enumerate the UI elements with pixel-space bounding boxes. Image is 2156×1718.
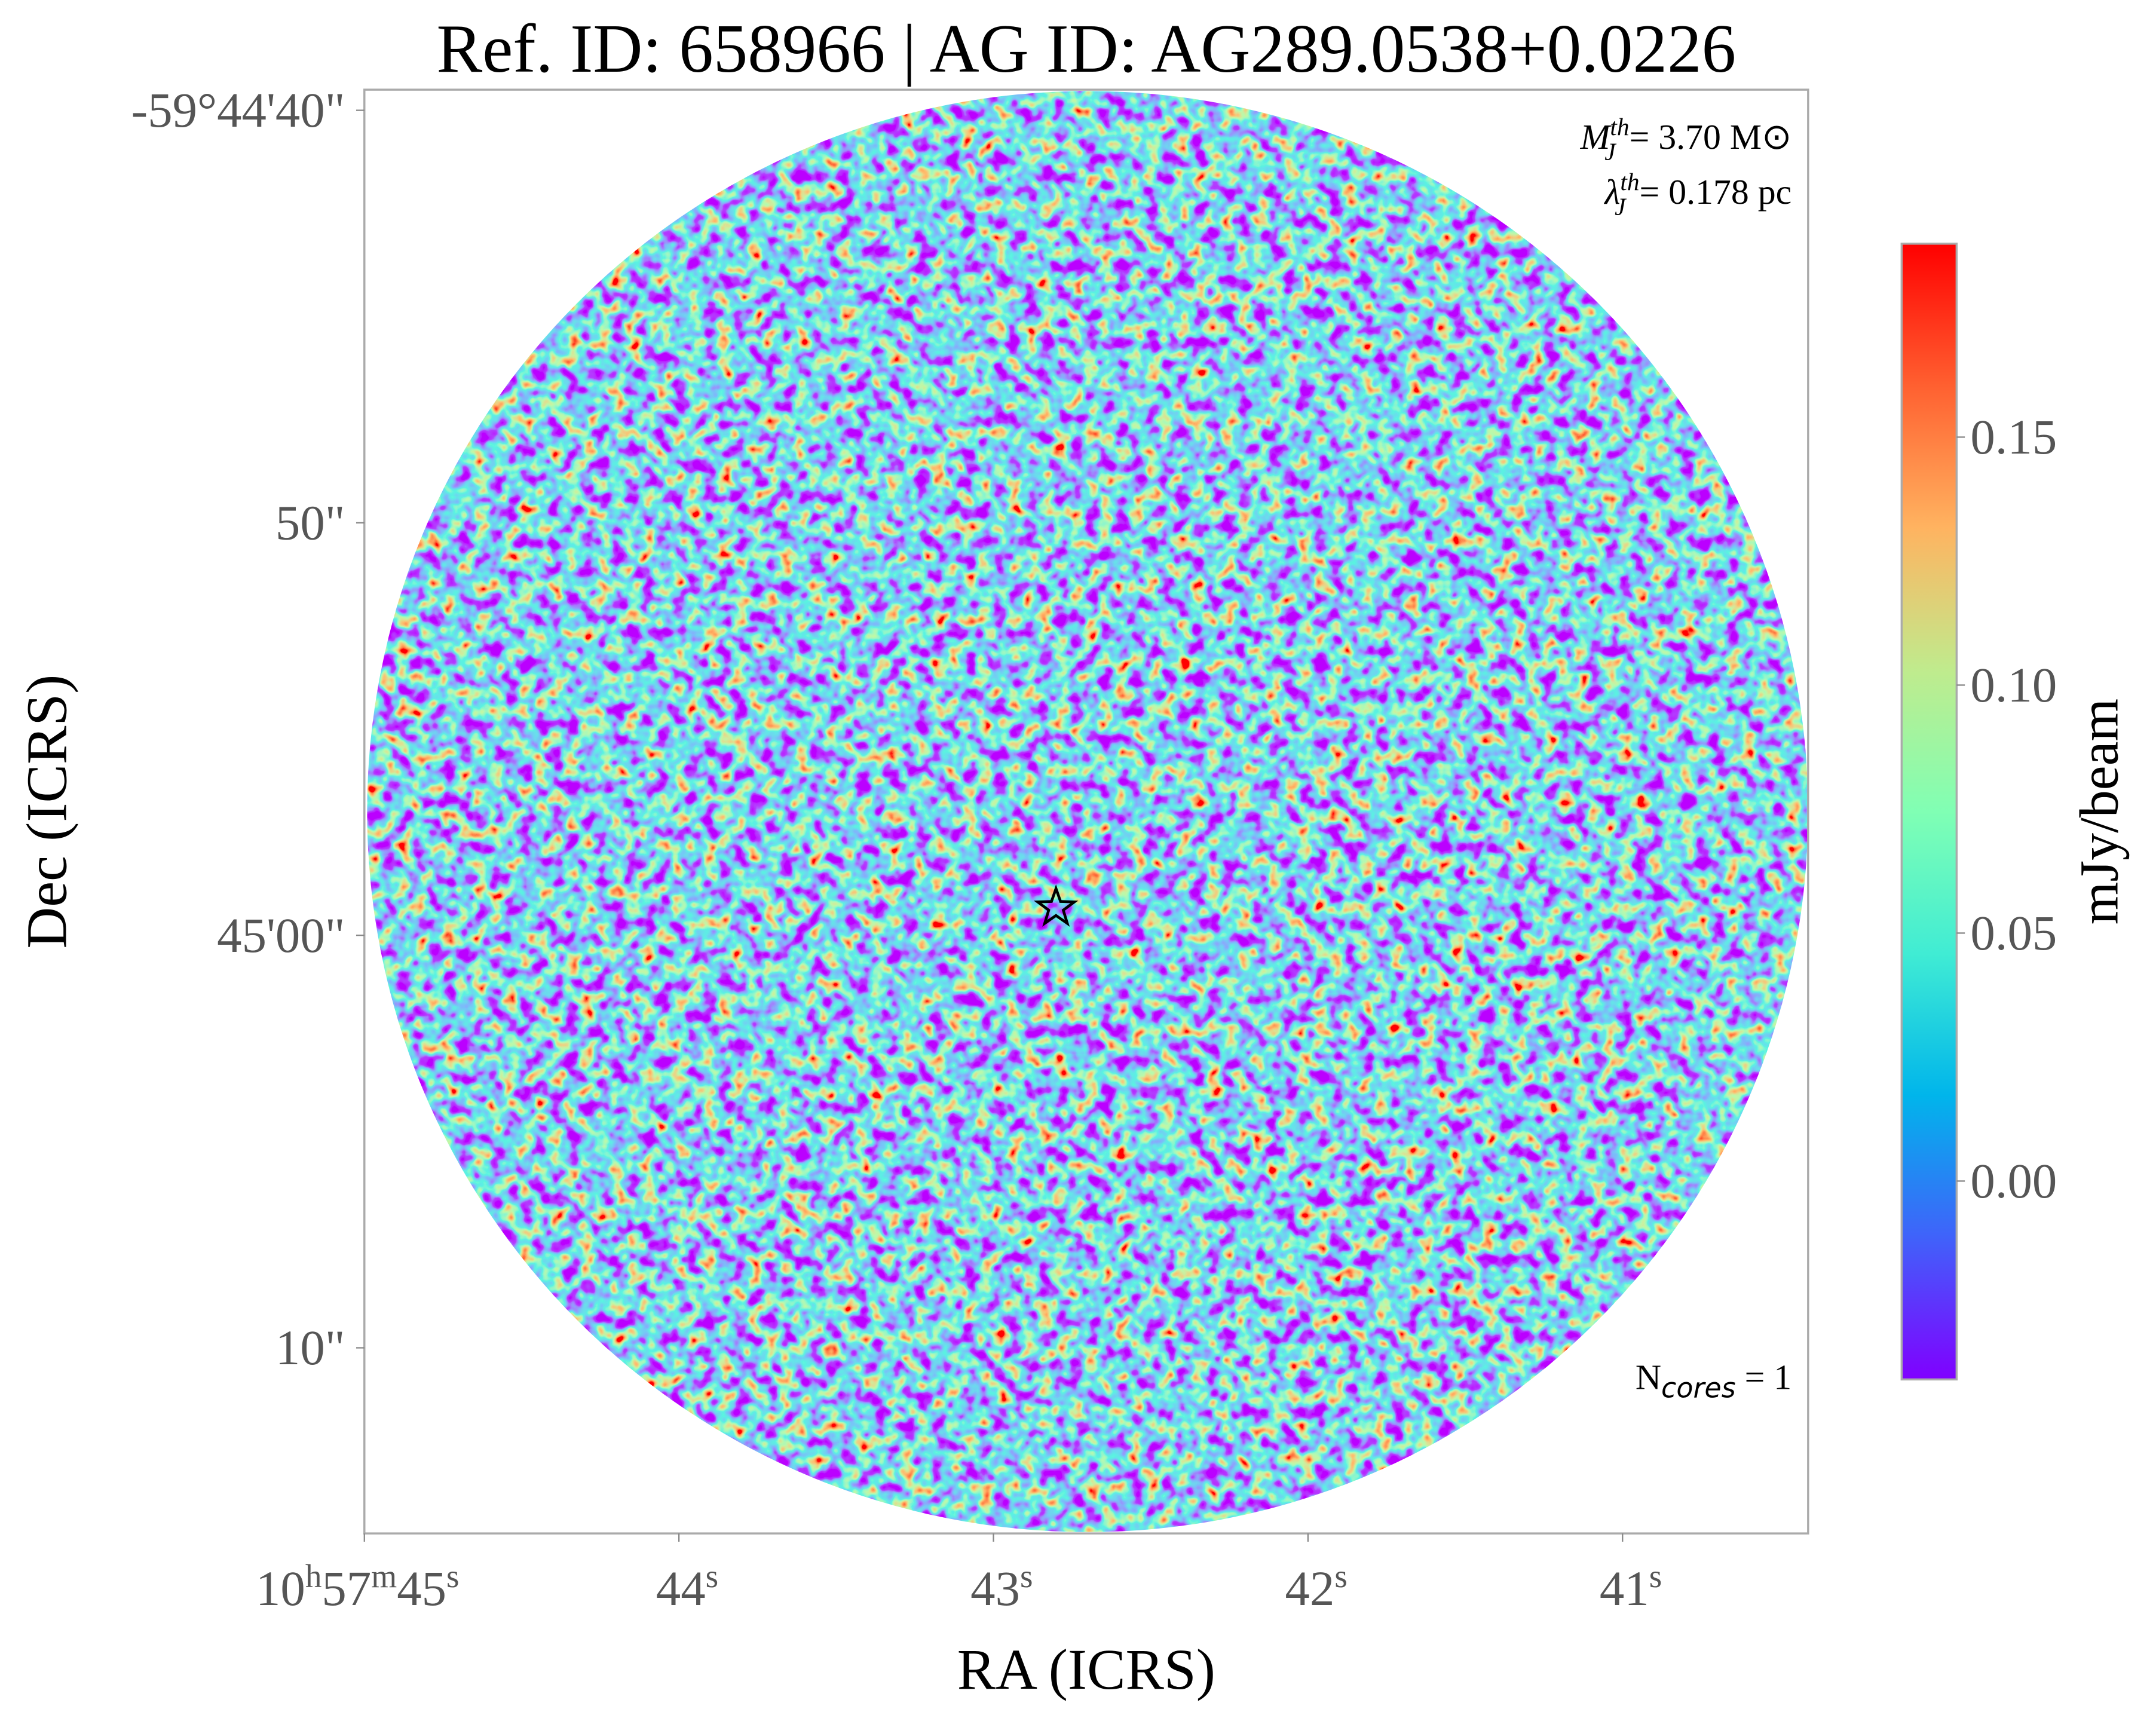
x-tick-label: 43s (970, 1557, 1033, 1616)
x-tick-label: 42s (1285, 1557, 1348, 1616)
sup: th (1610, 113, 1629, 140)
sub: J (1604, 137, 1616, 165)
core-marker (1033, 884, 1079, 927)
colorbar-tick-label: 0.10 (1970, 657, 2057, 712)
colorbar-label: mJy/beam (2069, 699, 2130, 924)
emission-map (367, 91, 1808, 1532)
sup: th (1620, 168, 1639, 195)
length-annotation: λth J = 0.178 pc (1603, 168, 1791, 220)
x-tick-label: 44s (656, 1557, 718, 1616)
chart-title: Ref. ID: 658966 | AG ID: AG289.0538+0.02… (436, 10, 1736, 87)
text: = 3.70 M⊙ (1630, 117, 1792, 157)
x-tick-label: 41s (1600, 1557, 1662, 1616)
colorbar-tick-label: 0.15 (1970, 409, 2057, 464)
symbol: λ (1603, 172, 1620, 212)
image-field (367, 91, 1808, 1532)
colorbar (1900, 243, 1958, 1381)
y-tick-label: -59°44'40" (131, 82, 345, 137)
symbol: M (1580, 117, 1612, 157)
mass-annotation: Mth J = 3.70 M⊙ (1580, 113, 1792, 165)
colorbar-tick-label: 0.05 (1970, 905, 2057, 960)
cores-annotation: Ncores = 1 (1636, 1358, 1791, 1404)
y-axis-label: Dec (ICRS) (14, 675, 78, 949)
colorbar-tick-label: 0.00 (1970, 1153, 2057, 1208)
sub: J (1615, 192, 1627, 220)
y-tick-label: 45'00" (217, 908, 345, 963)
sub: cores (1661, 1371, 1736, 1404)
plot-frame (363, 88, 1809, 1535)
x-tick-label: 10h57m45s (256, 1557, 460, 1616)
x-axis-label: RA (ICRS) (957, 1637, 1215, 1701)
text: = 1 (1736, 1358, 1792, 1397)
y-tick-label: 50" (275, 495, 345, 550)
y-tick-label: 10" (275, 1320, 345, 1375)
symbol: N (1636, 1358, 1661, 1397)
text: = 0.178 pc (1640, 172, 1792, 212)
